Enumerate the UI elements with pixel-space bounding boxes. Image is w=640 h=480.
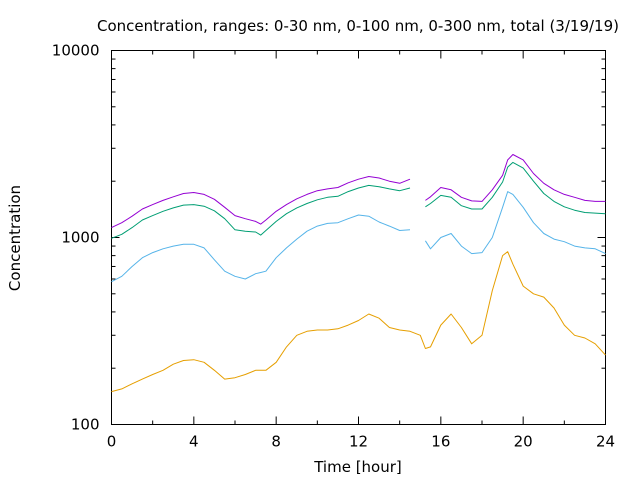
y-tick-label: 10000 (52, 42, 100, 60)
y-axis: 100 1000 10000 (52, 42, 606, 434)
x-tick-label: 4 (189, 433, 199, 451)
series-line-2 (111, 161, 606, 239)
chart-title: Concentration, ranges: 0-30 nm, 0-100 nm… (97, 17, 619, 35)
x-axis-title: Time [hour] (313, 458, 402, 476)
plot-frame (111, 50, 606, 425)
x-tick-label: 20 (514, 433, 533, 451)
x-tick-label: 24 (596, 433, 615, 451)
y-tick-label: 100 (71, 416, 100, 434)
x-tick-label: 8 (271, 433, 281, 451)
series-layer (111, 154, 606, 393)
series-line-3 (111, 191, 606, 283)
x-axis: 0 4 8 12 16 20 24 (107, 50, 615, 451)
x-tick-label: 16 (431, 433, 450, 451)
x-tick-label: 0 (107, 433, 117, 451)
series-line-1 (111, 154, 606, 229)
series-line-4 (111, 251, 606, 393)
y-tick-label: 1000 (61, 229, 99, 247)
x-tick-label: 12 (349, 433, 368, 451)
y-axis-title: Concentration (6, 185, 24, 291)
